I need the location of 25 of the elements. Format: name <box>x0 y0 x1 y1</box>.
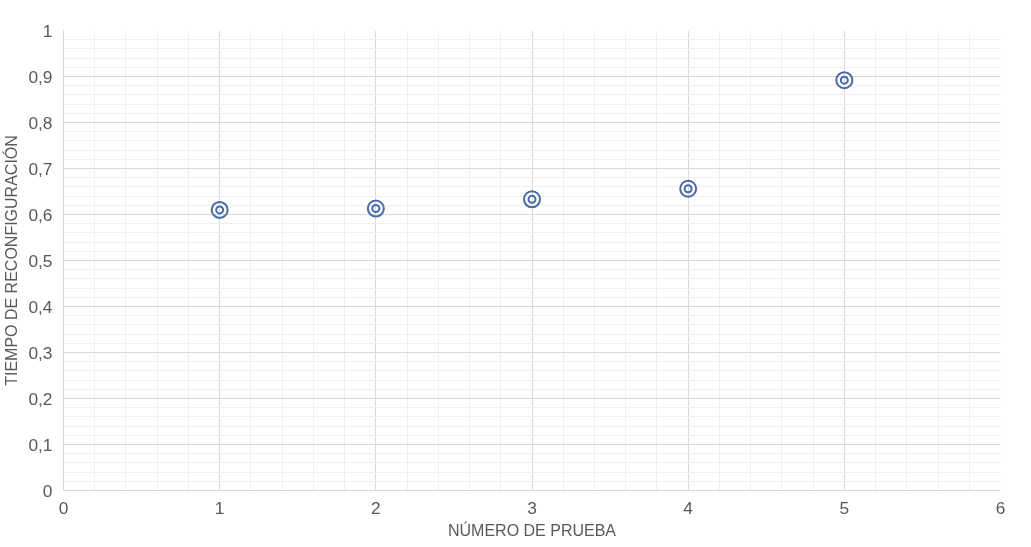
y-tick-label: 0 <box>42 480 53 501</box>
y-tick-label: 0,6 <box>28 204 53 225</box>
x-tick-label: 3 <box>527 497 537 518</box>
y-tick-label: 0,7 <box>28 158 53 179</box>
point <box>679 179 698 198</box>
y-tick-label: 0,4 <box>28 296 53 317</box>
x-tick-label: 4 <box>683 497 694 518</box>
x-axis-title: NÚMERO DE PRUEBA <box>447 520 617 539</box>
y-tick-label: 0,3 <box>28 342 53 363</box>
y-tick-label: 0,1 <box>28 434 53 455</box>
x-tick-label: 5 <box>839 497 850 518</box>
point <box>835 71 854 90</box>
x-tick-label: 2 <box>371 497 381 518</box>
x-tick-label: 1 <box>214 497 225 518</box>
y-axis-title: TIEMPO DE RECONFIGURACIÓN <box>2 135 21 386</box>
y-tick-label: 0,5 <box>28 250 53 271</box>
y-tick-label: 0,9 <box>28 66 53 87</box>
x-tick-label: 6 <box>995 497 1006 518</box>
point <box>210 200 229 219</box>
y-tick-label: 1 <box>42 20 53 41</box>
y-tick-label: 0,2 <box>28 388 53 409</box>
x-tick-label: 0 <box>58 497 69 518</box>
point <box>523 190 541 209</box>
point <box>366 199 385 218</box>
y-tick-label: 0,8 <box>28 112 53 133</box>
